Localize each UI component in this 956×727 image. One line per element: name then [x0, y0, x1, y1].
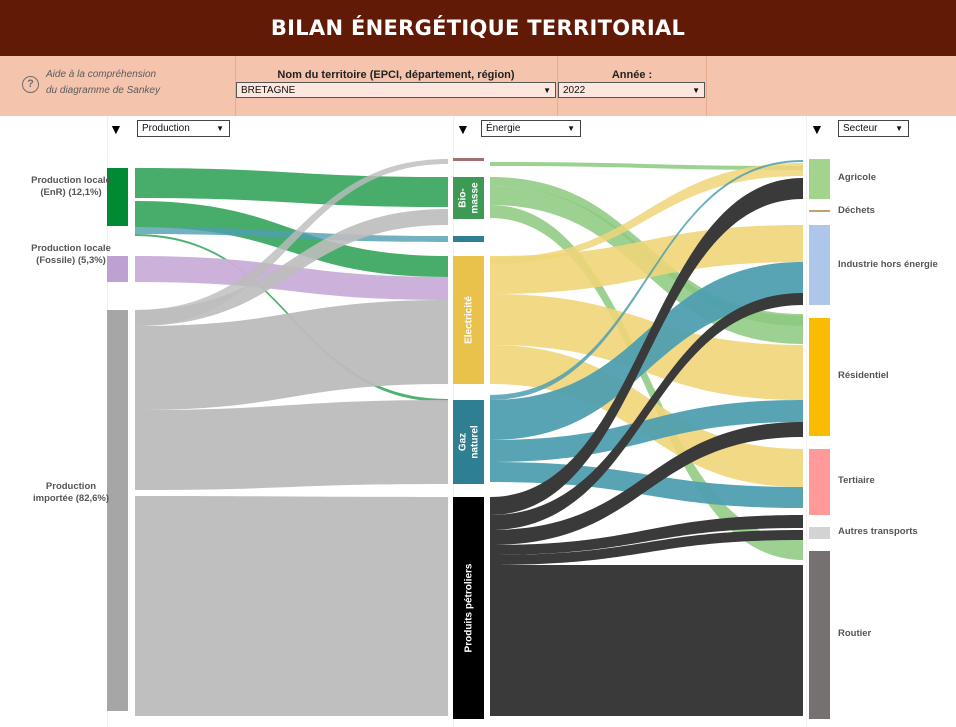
source-dropdown[interactable]: Production ▼ — [137, 120, 230, 137]
filter-bar: ? Aide à la compréhension du diagramme d… — [0, 56, 956, 116]
year-label: Année : — [611, 69, 653, 81]
flow-importee-to-energy — [135, 159, 448, 326]
flow-electricite-to-sector — [490, 225, 803, 294]
flow-petrole-to-sector — [490, 565, 803, 716]
energy-label-electricite: Electricité — [464, 296, 475, 344]
help-line-2: du diagramme de Sankey — [46, 85, 160, 96]
flow-importee-to-energy — [135, 300, 448, 410]
sector-node-tertiaire — [809, 449, 830, 515]
sort-sector-toggle[interactable]: ▼ — [810, 121, 824, 137]
page-title: BILAN ÉNERGÉTIQUE TERRITORIAL — [270, 16, 686, 40]
source-label-enr: Production locale (EnR) (12,1%) — [31, 175, 111, 198]
source-node-importee — [107, 310, 128, 711]
flow-importee-to-energy — [135, 209, 448, 326]
flow-petrole-to-sector — [490, 530, 803, 565]
divider — [557, 56, 558, 116]
energy-node-gaz — [453, 400, 484, 484]
sector-node-residentiel — [809, 318, 830, 436]
sort-energy-toggle[interactable]: ▼ — [456, 121, 470, 137]
energy-dropdown[interactable]: Énergie ▼ — [481, 120, 581, 137]
sector-node-agricole — [809, 159, 830, 199]
sector-label-industrie: Industrie hors énergie — [838, 259, 938, 270]
energy-node-small-gaz — [453, 236, 484, 242]
year-select[interactable]: 2022 ▼ — [558, 82, 705, 98]
sector-dropdown[interactable]: Secteur ▼ — [838, 120, 909, 137]
sector-label-tertiaire: Tertiaire — [838, 475, 875, 486]
flow-biomasse-to-sector — [490, 205, 803, 560]
column-guide — [806, 116, 807, 727]
help-line-1: Aide à la compréhension — [46, 69, 157, 80]
source-node-enr — [107, 168, 128, 226]
flow-petrole-to-sector — [490, 515, 803, 555]
chevron-down-icon: ▼ — [543, 86, 551, 95]
question-icon: ? — [22, 76, 39, 93]
energy-label-gaz: Gaznaturel — [458, 425, 481, 459]
territory-select[interactable]: BRETAGNE ▼ — [236, 82, 556, 98]
energy-label-petrole: Produits pétroliers — [464, 563, 475, 652]
flow-gaz-to-sector — [490, 400, 803, 462]
sector-label-residentiel: Résidentiel — [838, 370, 889, 381]
sector-label-agricole: Agricole — [838, 172, 877, 183]
source-label-importee: Production importée (82,6%) — [32, 481, 110, 504]
flow-petrole-to-sector — [490, 178, 803, 515]
sort-source-toggle[interactable]: ▼ — [109, 121, 123, 137]
sector-node-industrie — [809, 225, 830, 305]
flow-fossile-to-energy — [135, 256, 448, 300]
sector-label-autres: Autres transports — [838, 526, 918, 537]
sector-label-routier: Routier — [838, 628, 872, 639]
chevron-down-icon: ▼ — [692, 86, 700, 95]
flow-gaz-to-sector — [490, 160, 803, 400]
year-value: 2022 — [563, 85, 586, 96]
sector-node-routier — [809, 551, 830, 719]
flow-electricite-to-sector — [490, 163, 803, 264]
source-dropdown-value: Production — [142, 123, 190, 134]
sector-node-autres — [809, 527, 830, 539]
flow-importee-to-energy — [135, 400, 448, 490]
flow-petrole-to-sector — [490, 422, 803, 545]
territory-value: BRETAGNE — [241, 85, 296, 96]
energy-node-small — [453, 158, 484, 161]
sankey-help-link[interactable]: ? Aide à la compréhension du diagramme d… — [22, 67, 160, 99]
flow-biomasse-to-sector — [490, 162, 803, 170]
chevron-down-icon: ▼ — [216, 124, 224, 133]
sector-dropdown-value: Secteur — [843, 123, 878, 134]
energy-dropdown-value: Énergie — [486, 123, 521, 134]
energy-label-biomasse: Bio-masse — [458, 182, 481, 214]
flow-enr-to-energy — [135, 168, 448, 207]
chevron-down-icon: ▼ — [895, 124, 903, 133]
territory-label: Nom du territoire (EPCI, département, ré… — [277, 69, 515, 81]
sector-label-dechets: Déchets — [838, 205, 875, 216]
energy-node-petrole — [453, 497, 484, 719]
divider — [706, 56, 707, 116]
energy-node-biomasse — [453, 177, 484, 219]
source-label-fossile: Production locale (Fossile) (5,3%) — [31, 243, 111, 266]
divider — [235, 56, 236, 116]
flow-importee-to-energy — [135, 496, 448, 716]
chevron-down-icon: ▼ — [567, 124, 575, 133]
flow-petrole-to-sector — [490, 293, 803, 530]
source-node-fossile — [107, 256, 128, 282]
energy-node-electricite — [453, 256, 484, 384]
sector-node-dechets — [809, 210, 830, 212]
app-header: BILAN ÉNERGÉTIQUE TERRITORIAL — [0, 0, 956, 56]
